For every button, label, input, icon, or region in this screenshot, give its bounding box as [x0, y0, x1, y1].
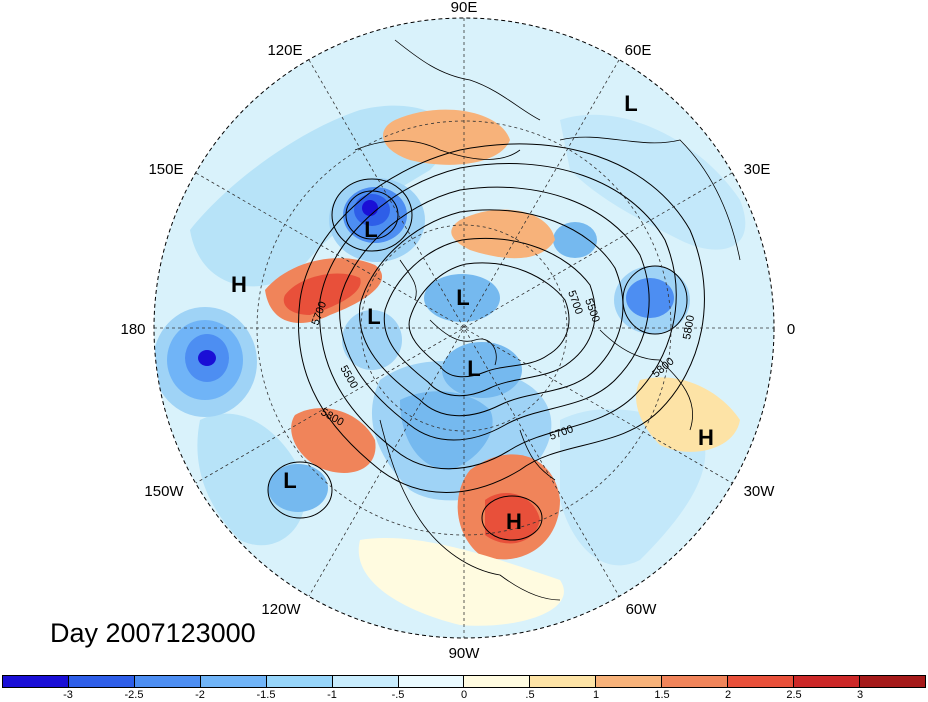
- lon-label-0: 0: [787, 321, 795, 338]
- coast-1: [394, 39, 541, 121]
- colorbar-tick-label: -1.5: [256, 689, 276, 701]
- lon-label-60e: 60E: [625, 42, 652, 59]
- lon-label-30w: 30W: [744, 483, 776, 500]
- anomaly-warm-tropics: [358, 538, 564, 626]
- meridian-30e-150w: [195, 172, 733, 484]
- colorbar-tick-label: -2.5: [124, 689, 144, 701]
- coast-2: [354, 140, 521, 160]
- colorbar-swatch: [728, 676, 795, 687]
- anomaly-warm-caribbean-inner: [485, 492, 540, 544]
- contour-5600: [339, 186, 650, 441]
- contour-5500: [358, 209, 624, 417]
- colorbar-swatch: [398, 676, 465, 687]
- lon-label-60w: 60W: [626, 601, 658, 618]
- pressure-center-label: H: [506, 509, 522, 534]
- anomaly-warm-pacific: [291, 408, 376, 473]
- anomaly-pacific-core: [198, 350, 216, 366]
- pressure-center-label: L: [283, 468, 296, 493]
- pressure-center-label: L: [467, 356, 480, 381]
- contour-label: 5800: [681, 314, 697, 340]
- colorbar-tick-label: 0: [460, 689, 468, 701]
- colorbar-tick-label: -2: [195, 689, 205, 701]
- colorbar-tick-label: 1: [592, 689, 600, 701]
- coast-6: [519, 429, 556, 481]
- anomaly-siberia-core: [362, 200, 378, 216]
- anomaly-bering-low: [342, 310, 402, 370]
- colorbar-tick-label: -3: [63, 689, 73, 701]
- anomaly-europe-inner: [626, 278, 674, 318]
- contour-5800: [298, 143, 705, 493]
- colorbar-tick-label: 2.5: [786, 689, 802, 701]
- lon-label-150e: 150E: [148, 161, 183, 178]
- anomaly-hudson-low: [442, 342, 522, 398]
- colorbar: [2, 675, 926, 688]
- colorbar-swatch: [3, 676, 69, 687]
- contour-5400: [383, 237, 596, 397]
- contour-siberia-1: [331, 178, 413, 252]
- graticule: [154, 18, 774, 638]
- colorbar-swatch: [68, 676, 135, 687]
- anomaly-alaska-low: [268, 464, 328, 512]
- contour-5700: [319, 163, 677, 470]
- anomaly-lightblue-ne: [560, 114, 746, 250]
- lon-label-30e: 30E: [744, 161, 771, 178]
- coastlines: [354, 39, 741, 601]
- coast-8: [399, 259, 417, 301]
- contour-siberia-2: [345, 190, 399, 240]
- meridian-150e-30w: [195, 172, 733, 484]
- pressure-center-label: H: [231, 272, 247, 297]
- coast-3: [559, 136, 741, 261]
- latitude-circle-1: [360, 224, 568, 432]
- colorbar-swatch: [859, 676, 925, 687]
- colorbar-swatch: [332, 676, 399, 687]
- lon-label-120w: 120W: [261, 601, 301, 618]
- anomaly-lightblue-nw: [190, 105, 449, 287]
- anomaly-warm-north: [383, 109, 510, 165]
- coast-5: [379, 419, 561, 601]
- meridian-60e-120w: [308, 59, 620, 597]
- anomaly-arctic-low: [424, 274, 500, 322]
- coast-7: [429, 319, 497, 366]
- colorbar-swatch: [464, 676, 531, 687]
- meridian-120e-60w: [308, 59, 620, 597]
- colorbar-swatch: [596, 676, 663, 687]
- colorbar-tick-label: 1.5: [654, 689, 670, 701]
- anomaly-midblue-namerica: [400, 391, 493, 470]
- colorbar-tick-label: -.5: [391, 689, 405, 701]
- colorbar-tick-label: 2: [724, 689, 732, 701]
- contour-europe: [622, 265, 688, 335]
- colorbar-swatch: [662, 676, 729, 687]
- lon-label-180: 180: [120, 321, 145, 338]
- anomaly-warm-arctic: [451, 209, 555, 259]
- coast-4: [599, 329, 694, 431]
- lon-label-90w: 90W: [449, 645, 481, 662]
- colorbar-swatch: [530, 676, 597, 687]
- date-label: Day 2007123000: [50, 618, 256, 648]
- colorbar-swatch: [266, 676, 333, 687]
- colorbar-tick-label: -1: [327, 689, 337, 701]
- colorbar-swatch: [134, 676, 201, 687]
- colorbar-swatch: [794, 676, 860, 687]
- lon-label-150w: 150W: [144, 483, 184, 500]
- height-contours: [267, 143, 705, 541]
- colorbar-tick-label: .5: [525, 689, 535, 701]
- map-boundary: [153, 17, 775, 639]
- contour-caribbean: [481, 495, 543, 541]
- anomaly-warm-atlantic: [636, 377, 740, 452]
- pressure-center-label: H: [698, 425, 714, 450]
- pressure-center-label: L: [624, 91, 637, 116]
- pressure-center-label: L: [456, 285, 469, 310]
- contour-5300: [408, 262, 570, 378]
- anomaly-lightblue-pacific: [197, 413, 306, 546]
- colorbar-tick-label: 3: [856, 689, 864, 701]
- pressure-center-label: L: [367, 304, 380, 329]
- pressure-center-label: L: [364, 217, 377, 242]
- contour-alaska: [267, 461, 333, 519]
- lon-label-120e: 120E: [267, 42, 302, 59]
- anomaly-kara-low: [553, 222, 597, 258]
- lon-label-90e: 90E: [451, 0, 478, 16]
- colorbar-swatch: [200, 676, 267, 687]
